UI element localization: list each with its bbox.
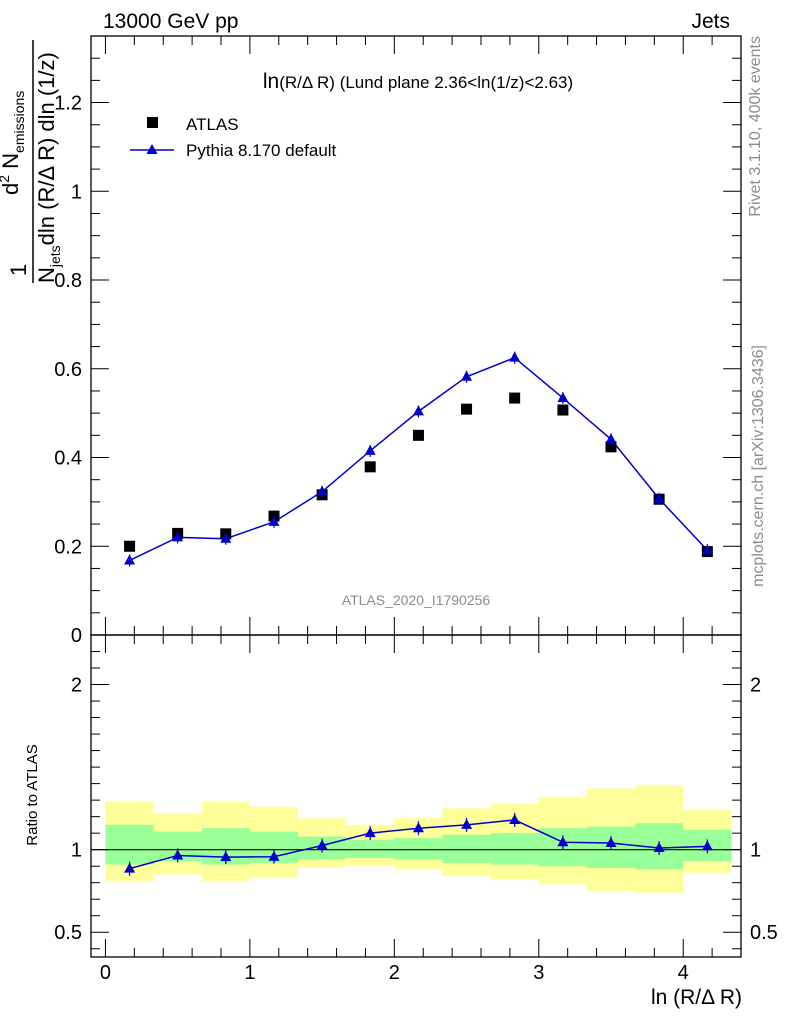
ratio-pythia-point [412,822,424,833]
ratio-pythia-point [701,840,713,851]
ratio-pythia-point [316,839,328,850]
legend: ATLAS Pythia 8.170 default [130,115,337,160]
pythia-line [129,356,708,562]
ratio-pythia-point [605,837,617,848]
x-tick-label: 2 [389,962,400,984]
ratio-pythia-point [509,813,521,824]
ratio-y-tick-label-right: 2 [750,675,761,697]
analysis-watermark: ATLAS_2020_I1790256 [342,592,491,608]
ratio-pythia-point [653,842,665,853]
ylabel-denominator: Njetsdln (R/Δ R) dln (1/z) [34,52,63,283]
atlas-point [509,392,521,404]
title-rest: (Lund plane 2.36<ln(1/z)<2.63) [335,73,573,92]
main-y-tick-label: 1 [71,181,82,203]
legend-atlas-marker [147,117,158,128]
main-panel: ln(R/Δ R) (Lund plane 2.36<ln(1/z)<2.63)… [0,35,742,647]
pythia-point [124,554,136,565]
ratio-pythia-point [268,850,280,861]
pythia-point [268,515,280,526]
ylabel-jets: jets [47,245,63,268]
pythia-point [605,433,617,444]
main-y-tick-label: 0.6 [54,359,82,381]
main-ylabel: 1 Njetsdln (R/Δ R) dln (1/z) d2 Nemissio… [0,40,63,283]
ratio-pythia-point [172,849,184,860]
pythia-point [412,405,424,416]
ratio-y-tick-label-left: 2 [71,675,82,697]
ylabel-emissions: emissions [11,91,27,153]
mcplots-label: mcplots.cern.ch [arXiv:1306.3436] [750,345,767,587]
main-y-tick-label: 0.8 [54,270,82,292]
atlas-point [557,404,569,416]
legend-atlas-label: ATLAS [186,115,239,134]
ylabel-dln: dln (R/Δ R) dln (1/z) [34,52,59,245]
title-paren: (R/Δ R) [279,73,335,92]
pythia-point [316,485,328,496]
main-y-tick-label: 0.2 [54,536,82,558]
atlas-point [124,540,136,552]
main-y-tick-label: 0 [71,625,82,647]
atlas-point [605,441,617,453]
ratio-y-tick-label-right: 0.5 [750,922,778,944]
ratio-y-tick-label-left: 0.5 [54,922,82,944]
ratio-pythia-point [364,827,376,838]
pythia-point [364,444,376,455]
legend-pythia-marker [146,144,158,154]
plot-title: ln(R/Δ R) (Lund plane 2.36<ln(1/z)<2.63) [263,70,573,93]
x-axis-label: ln (R/Δ R) [651,986,742,1009]
x-tick-label: 1 [244,962,255,984]
header-process: Jets [691,10,730,33]
title-ln: ln [263,70,279,93]
ylabel-two: 2 [0,175,12,183]
ylabel-d: d [0,183,23,195]
ratio-pythia-point [461,818,473,829]
pythia-point [701,544,713,555]
pythia-point [220,532,232,543]
pythia-point [653,492,665,503]
ylabel-n: N [34,267,59,283]
legend-pythia-label: Pythia 8.170 default [186,141,337,160]
rivet-label: Rivet 3.1.10, 400k events [747,36,764,217]
x-tick-label: 0 [100,962,111,984]
pythia-point [509,351,521,362]
header-energy: 13000 GeV pp [103,10,238,33]
ratio-band-inner-6 [394,838,443,860]
atlas-point [364,461,376,473]
ratio-y-tick-label-left: 1 [71,840,82,862]
ratio-frame [90,634,742,958]
ratio-pythia-point [124,862,136,873]
ratio-pythia-point [557,836,569,847]
ratio-y-tick-label-right: 1 [750,840,761,862]
ratio-pythia-point [220,851,232,862]
ylabel-numerator: d2 Nemissions [0,91,27,195]
ratio-ylabel: Ratio to ATLAS [24,744,41,845]
pythia-point [172,531,184,542]
ylabel-one: 1 [6,264,31,276]
ratio-band-inner-0 [105,824,154,865]
x-tick-label: 4 [678,962,689,984]
atlas-point [412,429,424,441]
ratio-band-inner-5 [346,839,395,858]
main-y-tick-label: 1.2 [54,93,82,115]
ratio-band-inner-7 [442,834,491,863]
ratio-band-inner-8 [490,833,539,865]
main-y-tick-label: 0.4 [54,448,82,470]
ratio-panel: Ratio to ATLAS ln (R/Δ R) 0 1 2 3 4 0.5 0.5 1 1 2… [24,634,778,1009]
ylabel-nem: N [0,153,23,175]
pythia-point [557,392,569,403]
pythia-point [461,370,473,381]
x-tick-label: 3 [533,962,544,984]
atlas-point [461,403,473,415]
